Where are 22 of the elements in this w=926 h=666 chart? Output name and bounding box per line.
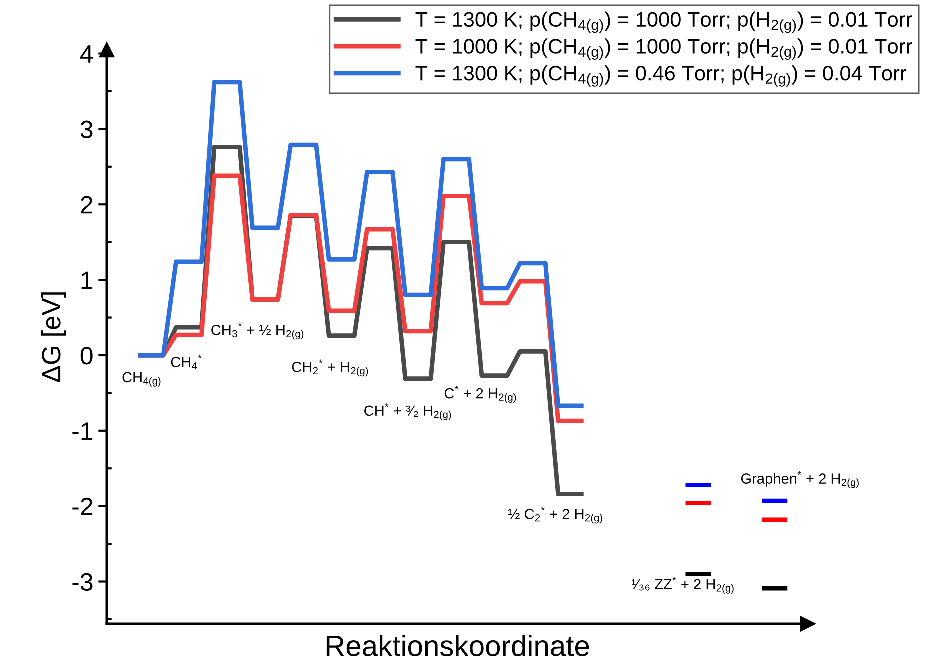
y-tick-label: -3 (72, 573, 93, 592)
annotation: ½ C$_{2}$$^{*}$ + 2 H$_{2(g)}$ (508, 506, 602, 524)
legend-label: T = 1300 K; p(CH$_{4(g)}$) = 0.46 Torr; p(H$_{2(g)}$) = 0.04 Torr (416, 66, 907, 87)
annotation: CH$_{4(g)}$ (122, 372, 161, 387)
y-tick-label: 0 (80, 347, 93, 365)
annotation: C$^{*}$ + 2 H$_{2(g)}$ (444, 386, 516, 404)
y-tick-label: -1 (72, 422, 93, 440)
y-tick-label: 2 (81, 196, 93, 214)
y-tick-label: 3 (80, 120, 93, 139)
y-tick-label: -2 (72, 498, 93, 516)
y-tick-label: 4 (80, 46, 94, 63)
annotation: ¹⁄₃₆ ZZ$^{*}$ + 2 H$_{2(g)}$ (632, 577, 734, 594)
legend-label: T = 1000 K; p(CH$_{4(g)}$) = 1000 Torr; p(H$_{2(g)}$) = 0.01 Torr (416, 38, 912, 60)
y-axis-title: ΔG [eV] (41, 292, 66, 382)
annotation: CH$_{3}$$^{*}$ + ½ H$_{2(g)}$ (212, 322, 304, 340)
annotation: CH$^{*}$ + ³⁄₂ H$_{2(g)}$ (364, 404, 452, 420)
x-axis-title: Reaktionskoordinate (326, 635, 590, 657)
annotation: CH$_{4}$$^{*}$ (171, 354, 202, 370)
annotation: Graphen$^{*}$ + 2 H$_{2(g)}$ (741, 471, 859, 488)
y-tick-label: 1 (82, 272, 93, 290)
legend-label: T = 1300 K; p(CH$_{4(g)}$) = 1000 Torr; p(H$_{2(g)}$) = 0.01 Torr (416, 12, 912, 34)
annotation: CH$_{2}$$^{*}$ + H$_{2(g)}$ (292, 360, 368, 377)
